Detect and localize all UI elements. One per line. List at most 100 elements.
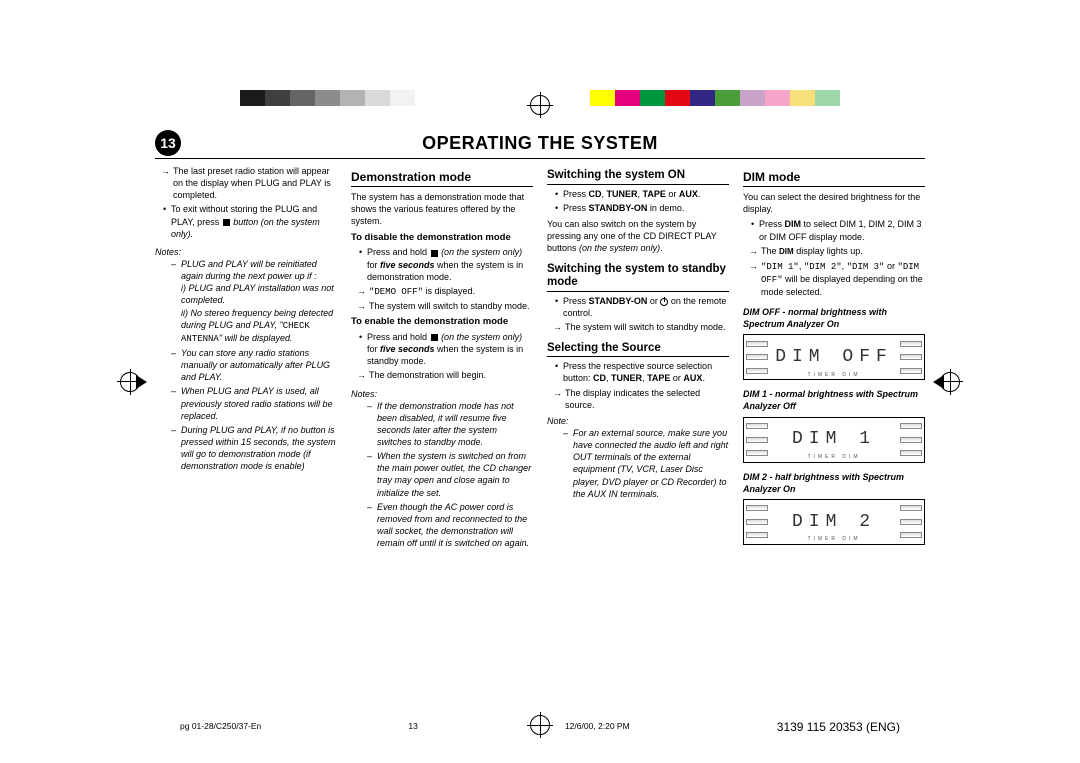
text: TUNER — [607, 189, 638, 199]
column-2: Demonstration mode The system has a demo… — [351, 165, 533, 553]
column-3: Switching the system ON Press CD, TUNER,… — [547, 165, 729, 553]
lcd-text: DIM OFF — [770, 345, 898, 369]
page-title: OPERATING THE SYSTEM — [191, 131, 925, 155]
dim-off-caption: DIM OFF - normal brightness with Spectru… — [743, 306, 925, 330]
page-header: 13 OPERATING THE SYSTEM — [155, 130, 925, 159]
note-item: When PLUG and PLAY is used, all previous… — [171, 385, 337, 421]
dim-2-caption: DIM 2 - half brightness with Spectrum An… — [743, 471, 925, 495]
note-item: During PLUG and PLAY, if no button is pr… — [171, 424, 337, 473]
preset-note: The last preset radio station will appea… — [155, 165, 337, 201]
arrow-line: The display indicates the selected sourc… — [547, 387, 729, 411]
text: five seconds — [380, 344, 435, 354]
standby-bullet: Press STANDBY-ON or on the remote contro… — [555, 295, 729, 319]
registration-arrow-left — [120, 372, 147, 392]
text: TAPE — [647, 373, 670, 383]
demo-intro: The system has a demonstration mode that… — [351, 191, 533, 227]
text: Press — [563, 203, 589, 213]
text: The — [761, 246, 779, 256]
arrow-line: "DIM 1", "DIM 2", "DIM 3" or "DIM OFF" w… — [743, 260, 925, 298]
arrow-line: The DIM display lights up. — [743, 245, 925, 258]
display-dim-1: DIM 1 TIMER DIM — [743, 417, 925, 463]
arrow-line: The demonstration will begin. — [351, 369, 533, 381]
text: in demo. — [647, 203, 684, 213]
lcd-text: DIM 1 — [770, 427, 898, 451]
text: DIM — [779, 247, 794, 256]
column-4: DIM mode You can select the desired brig… — [743, 165, 925, 553]
text: CD — [593, 373, 606, 383]
section-switch-on: Switching the system ON — [547, 169, 729, 185]
section-selecting-source: Selecting the Source — [547, 342, 729, 358]
stop-icon — [431, 250, 438, 257]
column-1: The last preset radio station will appea… — [155, 165, 337, 553]
lcd-under: TIMER DIM — [744, 536, 924, 543]
text: AUX — [679, 189, 698, 199]
dim-intro: You can select the desired brightness fo… — [743, 191, 925, 215]
exit-bullet: To exit without storing the PLUG and PLA… — [163, 203, 337, 239]
text: Press — [759, 219, 785, 229]
text: or — [666, 189, 679, 199]
text: or — [670, 373, 683, 383]
page-number-badge: 13 — [155, 130, 181, 156]
disable-heading: To disable the demonstration mode — [351, 232, 533, 245]
text: TUNER — [611, 373, 642, 383]
footer-page-num: 13 — [408, 721, 417, 732]
section-dim-mode: DIM mode — [743, 169, 925, 187]
text: Press — [563, 189, 589, 199]
text: Press and hold — [367, 247, 430, 257]
text: CD — [589, 189, 602, 199]
page-footer: pg 01-28/C250/37-En 13 12/6/00, 2:20 PM … — [180, 719, 900, 735]
enable-bullet: Press and hold (on the system only) for … — [359, 331, 533, 367]
stop-icon — [223, 219, 230, 226]
page-content: 13 OPERATING THE SYSTEM The last preset … — [155, 130, 925, 703]
lcd-text: DIM 2 — [770, 510, 898, 534]
note-item: Even though the AC power cord is removed… — [367, 501, 533, 550]
display-dim-off: DIM OFF TIMER DIM — [743, 334, 925, 380]
text: Press and hold — [367, 332, 430, 342]
section-standby: Switching the system to standby mode — [547, 263, 729, 293]
text: PLUG and PLAY will be reinitiated again … — [181, 259, 317, 281]
disable-bullet: Press and hold (on the system only) for … — [359, 246, 533, 282]
text: " will be displayed. — [219, 333, 293, 343]
text: . — [660, 243, 663, 253]
text: (on the system only) — [441, 332, 522, 342]
select-source-bullet: Press the respective source selection bu… — [555, 360, 729, 384]
text: STANDBY-ON — [589, 203, 648, 213]
text: Press — [563, 296, 589, 306]
text: . — [698, 189, 701, 199]
switch-on-bullet-2: Press STANDBY-ON in demo. — [555, 202, 729, 214]
note-item: If the demonstration mode has not been d… — [367, 400, 533, 449]
text: (on the system only) — [441, 247, 522, 257]
text: TAPE — [643, 189, 666, 199]
lcd-under: TIMER DIM — [744, 372, 924, 379]
text: or — [647, 296, 660, 306]
note-item: When the system is switched on from the … — [367, 450, 533, 499]
text: STANDBY-ON — [589, 296, 648, 306]
text: i) PLUG and PLAY installation was not co… — [181, 283, 334, 305]
text: DIM — [785, 219, 802, 229]
arrow-line: The system will switch to standby mode. — [351, 300, 533, 312]
text: for — [367, 344, 380, 354]
dim-bullet: Press DIM to select DIM 1, DIM 2, DIM 3 … — [751, 218, 925, 242]
text: ii) No stereo frequency being detected d… — [181, 308, 333, 330]
arrow-line: The system will switch to standby mode. — [547, 321, 729, 333]
arrow-line: "DEMO OFF" is displayed. — [351, 285, 533, 298]
text: for — [367, 260, 380, 270]
lcd-under: TIMER DIM — [744, 454, 924, 461]
switch-on-paragraph: You can also switch on the system by pre… — [547, 218, 729, 254]
stop-icon — [431, 334, 438, 341]
display-dim-2: DIM 2 TIMER DIM — [743, 499, 925, 545]
text: . — [702, 373, 705, 383]
section-demo-mode: Demonstration mode — [351, 169, 533, 187]
footer-date: 12/6/00, 2:20 PM — [565, 721, 630, 732]
notes-label: Notes: — [351, 388, 533, 400]
text: five seconds — [380, 260, 435, 270]
text: (on the system only) — [579, 243, 660, 253]
enable-heading: To enable the demonstration mode — [351, 316, 533, 329]
registration-arrow-right — [933, 372, 960, 392]
note-item: You can store any radio stations manuall… — [171, 347, 337, 383]
footer-publication: 3139 115 20353 (ENG) — [777, 719, 900, 735]
note-label: Note: — [547, 415, 729, 427]
note-item: For an external source, make sure you ha… — [563, 427, 729, 500]
registration-mark-top — [530, 95, 550, 115]
notes-label: Notes: — [155, 246, 337, 258]
